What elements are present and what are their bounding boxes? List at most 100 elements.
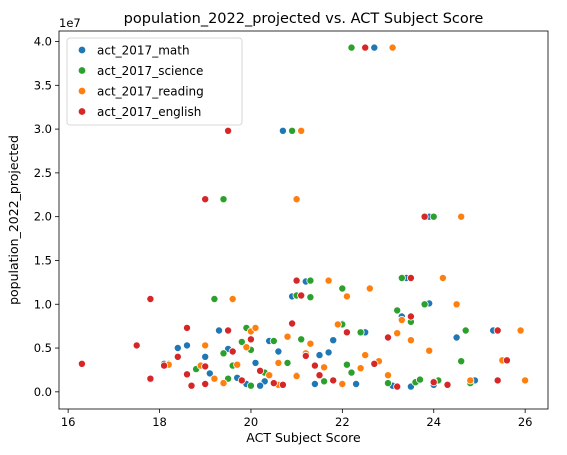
data-point (275, 348, 282, 355)
data-point (421, 213, 428, 220)
data-point (325, 349, 332, 356)
chart-title: population_2022_projected vs. ACT Subjec… (124, 11, 484, 27)
y-tick-label: 4.0 (34, 35, 52, 49)
data-point (430, 213, 437, 220)
data-point (398, 274, 405, 281)
legend-entry: act_2017_reading (78, 84, 204, 98)
data-point (293, 373, 300, 380)
y-tick-label: 1.0 (34, 297, 52, 311)
data-point (238, 377, 245, 384)
legend-label: act_2017_english (97, 105, 201, 119)
data-point (298, 127, 305, 134)
data-point (147, 375, 154, 382)
data-point (202, 353, 209, 360)
data-point (371, 44, 378, 51)
legend-label: act_2017_math (97, 43, 190, 57)
data-point (220, 350, 227, 357)
data-point (362, 44, 369, 51)
data-point (270, 380, 277, 387)
data-point (311, 380, 318, 387)
data-point (394, 383, 401, 390)
data-point (202, 380, 209, 387)
data-point (334, 321, 341, 328)
legend-label: act_2017_science (97, 64, 203, 78)
data-point (284, 359, 291, 366)
x-tick-label: 26 (518, 415, 533, 429)
data-point (234, 361, 241, 368)
data-point (293, 277, 300, 284)
data-point (225, 327, 232, 334)
data-point (307, 277, 314, 284)
data-point (147, 295, 154, 302)
data-point (275, 359, 282, 366)
legend-marker (78, 108, 86, 116)
data-point (453, 334, 460, 341)
data-point (161, 362, 168, 369)
legend: act_2017_math act_2017_science act_2017_re… (67, 38, 242, 125)
data-point (503, 357, 510, 364)
data-point (307, 340, 314, 347)
data-point (211, 295, 218, 302)
data-point (321, 378, 328, 385)
data-point (339, 380, 346, 387)
data-point (279, 127, 286, 134)
data-point (229, 295, 236, 302)
data-point (316, 352, 323, 359)
data-point (439, 274, 446, 281)
data-point (339, 285, 346, 292)
x-tick-label: 22 (335, 415, 350, 429)
data-point (366, 285, 373, 292)
data-point (462, 327, 469, 334)
data-point (343, 361, 350, 368)
x-axis-label: ACT Subject Score (246, 430, 361, 445)
x-tick-label: 24 (426, 415, 441, 429)
data-point (362, 352, 369, 359)
data-point (458, 358, 465, 365)
data-point (371, 360, 378, 367)
data-point (453, 301, 460, 308)
y-tick-label: 3.0 (34, 122, 52, 136)
x-tick-label: 18 (152, 415, 167, 429)
data-point (325, 277, 332, 284)
data-point (348, 369, 355, 376)
data-point (284, 333, 291, 340)
data-point (279, 381, 286, 388)
data-point (353, 380, 360, 387)
data-point (517, 327, 524, 334)
data-point (243, 344, 250, 351)
data-point (398, 316, 405, 323)
y-tick-label: 3.5 (34, 78, 52, 92)
legend-label: act_2017_reading (97, 84, 204, 98)
data-point (407, 337, 414, 344)
data-point (174, 353, 181, 360)
data-point (321, 364, 328, 371)
data-point (298, 292, 305, 299)
data-point (389, 44, 396, 51)
data-point (494, 377, 501, 384)
data-point (215, 327, 222, 334)
data-point (133, 342, 140, 349)
data-point (298, 336, 305, 343)
y-axis-offset-label: 1e7 (59, 16, 81, 30)
data-point (188, 382, 195, 389)
data-point (343, 293, 350, 300)
data-point (407, 274, 414, 281)
legend-entry: act_2017_english (78, 105, 201, 119)
y-tick-label: 0.0 (34, 385, 52, 399)
data-point (307, 294, 314, 301)
data-point (384, 334, 391, 341)
data-point (247, 382, 254, 389)
data-point (416, 376, 423, 383)
data-point (220, 196, 227, 203)
data-point (357, 365, 364, 372)
data-point (252, 359, 259, 366)
data-point (289, 320, 296, 327)
data-point (174, 344, 181, 351)
data-point (522, 377, 529, 384)
data-point (384, 372, 391, 379)
data-point (302, 352, 309, 359)
y-tick-label: 1.5 (34, 253, 52, 267)
data-point (78, 360, 85, 367)
data-point (266, 372, 273, 379)
